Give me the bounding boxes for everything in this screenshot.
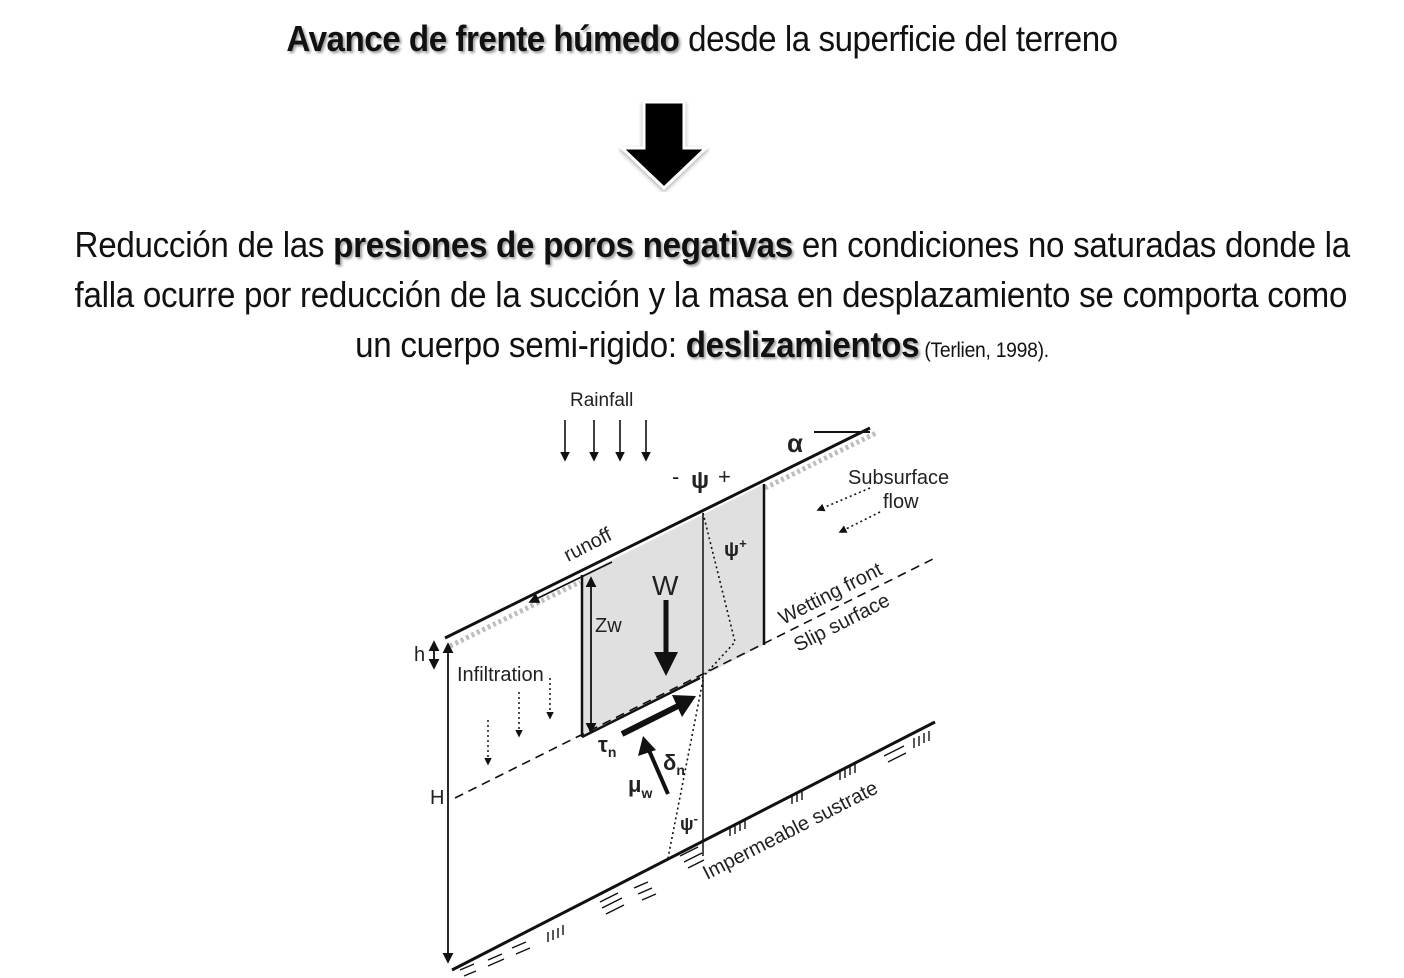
slide-title: Avance de frente húmedo desde la superfi… xyxy=(56,18,1348,60)
psi-plus-label: ψ+ xyxy=(724,536,747,561)
paragraph-line-2: falla ocurre por reducción de la succión… xyxy=(74,274,1348,315)
description-paragraph: Reducción de las presiones de poros nega… xyxy=(20,220,1384,376)
psi-minus-label: ψ- xyxy=(680,811,698,834)
slope-infiltration-diagram: Rainfall α - ψ + Subsurface flow ψ+ W Zw… xyxy=(414,390,949,977)
delta-label: δn xyxy=(663,750,685,778)
subsurface-label: Subsurface xyxy=(848,467,949,489)
runoff-label: runoff xyxy=(560,524,616,567)
infiltration-label: Infiltration xyxy=(457,664,544,686)
h-label: h xyxy=(414,644,425,666)
tau-label: τn xyxy=(598,732,616,760)
rainfall-arrows xyxy=(560,420,651,462)
paragraph-text: en condiciones no saturadas donde la xyxy=(792,224,1350,265)
H-label: H xyxy=(430,787,444,809)
shear-stress-arrow xyxy=(620,701,684,737)
paragraph-bold-term: deslizamientos xyxy=(685,324,920,365)
surface-dotted-band-lower xyxy=(448,579,582,649)
title-bold: Avance de frente húmedo xyxy=(286,18,680,59)
zw-label: Zw xyxy=(595,615,622,637)
weight-label: W xyxy=(652,570,679,601)
runoff-arrow xyxy=(528,561,613,603)
paragraph-line-1: Reducción de las presiones de poros nega… xyxy=(74,220,1351,270)
psi-symbol: ψ xyxy=(691,467,709,494)
normal-stress-arrow-head xyxy=(638,736,656,756)
soil-slice-block xyxy=(582,484,764,737)
paragraph-bold-term: presiones de poros negativas xyxy=(333,224,793,265)
substrate-hatching xyxy=(459,731,930,977)
paragraph-text: Reducción de las xyxy=(74,224,334,265)
flow-label: flow xyxy=(883,491,919,513)
paragraph-text: un cuerpo semi-rigido: xyxy=(355,324,686,365)
mu-label: μw xyxy=(628,772,652,801)
ground-surface-line xyxy=(444,426,871,640)
psi-plus-sign: + xyxy=(718,464,731,489)
impermeable-substrate-line xyxy=(451,720,936,972)
down-arrow-icon xyxy=(618,100,710,192)
citation: (Terlien, 1998). xyxy=(919,339,1049,362)
psi-minus-sign: - xyxy=(672,464,679,489)
infiltration-arrows xyxy=(484,678,554,766)
slice-base xyxy=(581,676,701,739)
alpha-label: α xyxy=(787,428,803,458)
pressure-profile-lower xyxy=(667,679,704,859)
normal-stress-arrow xyxy=(646,747,670,795)
rainfall-label: Rainfall xyxy=(570,390,633,411)
subsurface-arrow-1 xyxy=(816,487,871,512)
impermeable-substrate-label: Impermeable sustrate xyxy=(699,777,881,884)
shear-stress-arrow-head xyxy=(672,695,696,717)
paragraph-line-3: un cuerpo semi-rigido: deslizamientos (T… xyxy=(75,320,1330,376)
subsurface-arrow-2 xyxy=(838,511,881,533)
weight-arrow-head xyxy=(654,652,678,676)
title-rest: desde la superficie del terreno xyxy=(679,18,1118,59)
